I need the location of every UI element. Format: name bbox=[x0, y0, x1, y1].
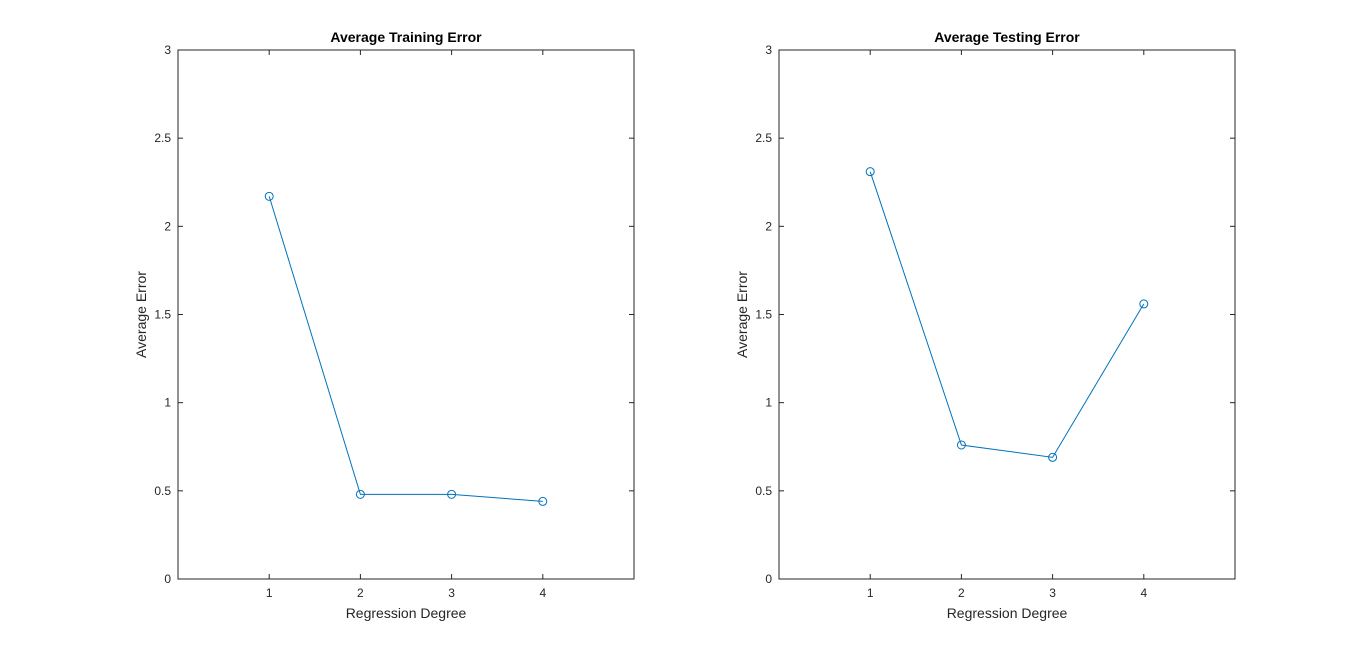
y-tick-label: 1.5 bbox=[755, 308, 772, 322]
y-axis-label: Average Error bbox=[133, 271, 149, 358]
chart-title: Average Testing Error bbox=[934, 29, 1080, 45]
y-tick-label: 2.5 bbox=[755, 131, 772, 145]
data-point-marker bbox=[447, 489, 457, 499]
testing-error-plot: 0 0.5 1 1.5 2 2.5 3 1 2 3 4 Average Testing Error Re… bbox=[734, 29, 1236, 621]
data-point-marker bbox=[1139, 299, 1149, 309]
data-point-marker bbox=[538, 496, 548, 506]
x-tick-label: 2 bbox=[357, 586, 364, 600]
y-tick-label: 0.5 bbox=[154, 484, 171, 498]
y-axis-label: Average Error bbox=[734, 271, 750, 358]
y-tick-label: 2 bbox=[164, 219, 171, 233]
y-tick-label: 0 bbox=[765, 572, 772, 586]
series-line bbox=[268, 196, 543, 502]
series-line bbox=[869, 171, 1145, 458]
axes-box bbox=[177, 49, 635, 580]
data-point-marker bbox=[956, 440, 966, 450]
x-tick-label: 1 bbox=[266, 586, 273, 600]
training-error-plot: 0 0.5 1 1.5 2 2.5 3 1 2 3 4 Average Training Error R… bbox=[133, 29, 635, 621]
x-axis-label: Regression Degree bbox=[947, 605, 1068, 621]
x-axis-label: Regression Degree bbox=[346, 605, 467, 621]
axes-box bbox=[778, 49, 1236, 580]
y-tick-label: 0.5 bbox=[755, 484, 772, 498]
y-tick-label: 1 bbox=[765, 396, 772, 410]
x-tick-label: 3 bbox=[1049, 586, 1056, 600]
data-point-marker bbox=[1048, 452, 1058, 462]
y-tick-label: 3 bbox=[765, 43, 772, 57]
y-tick-label: 2.5 bbox=[154, 131, 171, 145]
x-tick-label: 3 bbox=[448, 586, 455, 600]
data-point-marker bbox=[355, 489, 365, 499]
data-point-marker bbox=[264, 191, 274, 201]
y-tick-label: 1 bbox=[164, 396, 171, 410]
x-tick-label: 4 bbox=[539, 586, 546, 600]
y-tick-label: 3 bbox=[164, 43, 171, 57]
x-tick-label: 4 bbox=[1140, 586, 1147, 600]
y-tick-label: 1.5 bbox=[154, 308, 171, 322]
x-tick-label: 1 bbox=[867, 586, 874, 600]
y-tick-label: 2 bbox=[765, 219, 772, 233]
chart-title: Average Training Error bbox=[330, 29, 482, 45]
y-tick-label: 0 bbox=[164, 572, 171, 586]
data-point-marker bbox=[865, 167, 875, 177]
x-tick-label: 2 bbox=[958, 586, 965, 600]
